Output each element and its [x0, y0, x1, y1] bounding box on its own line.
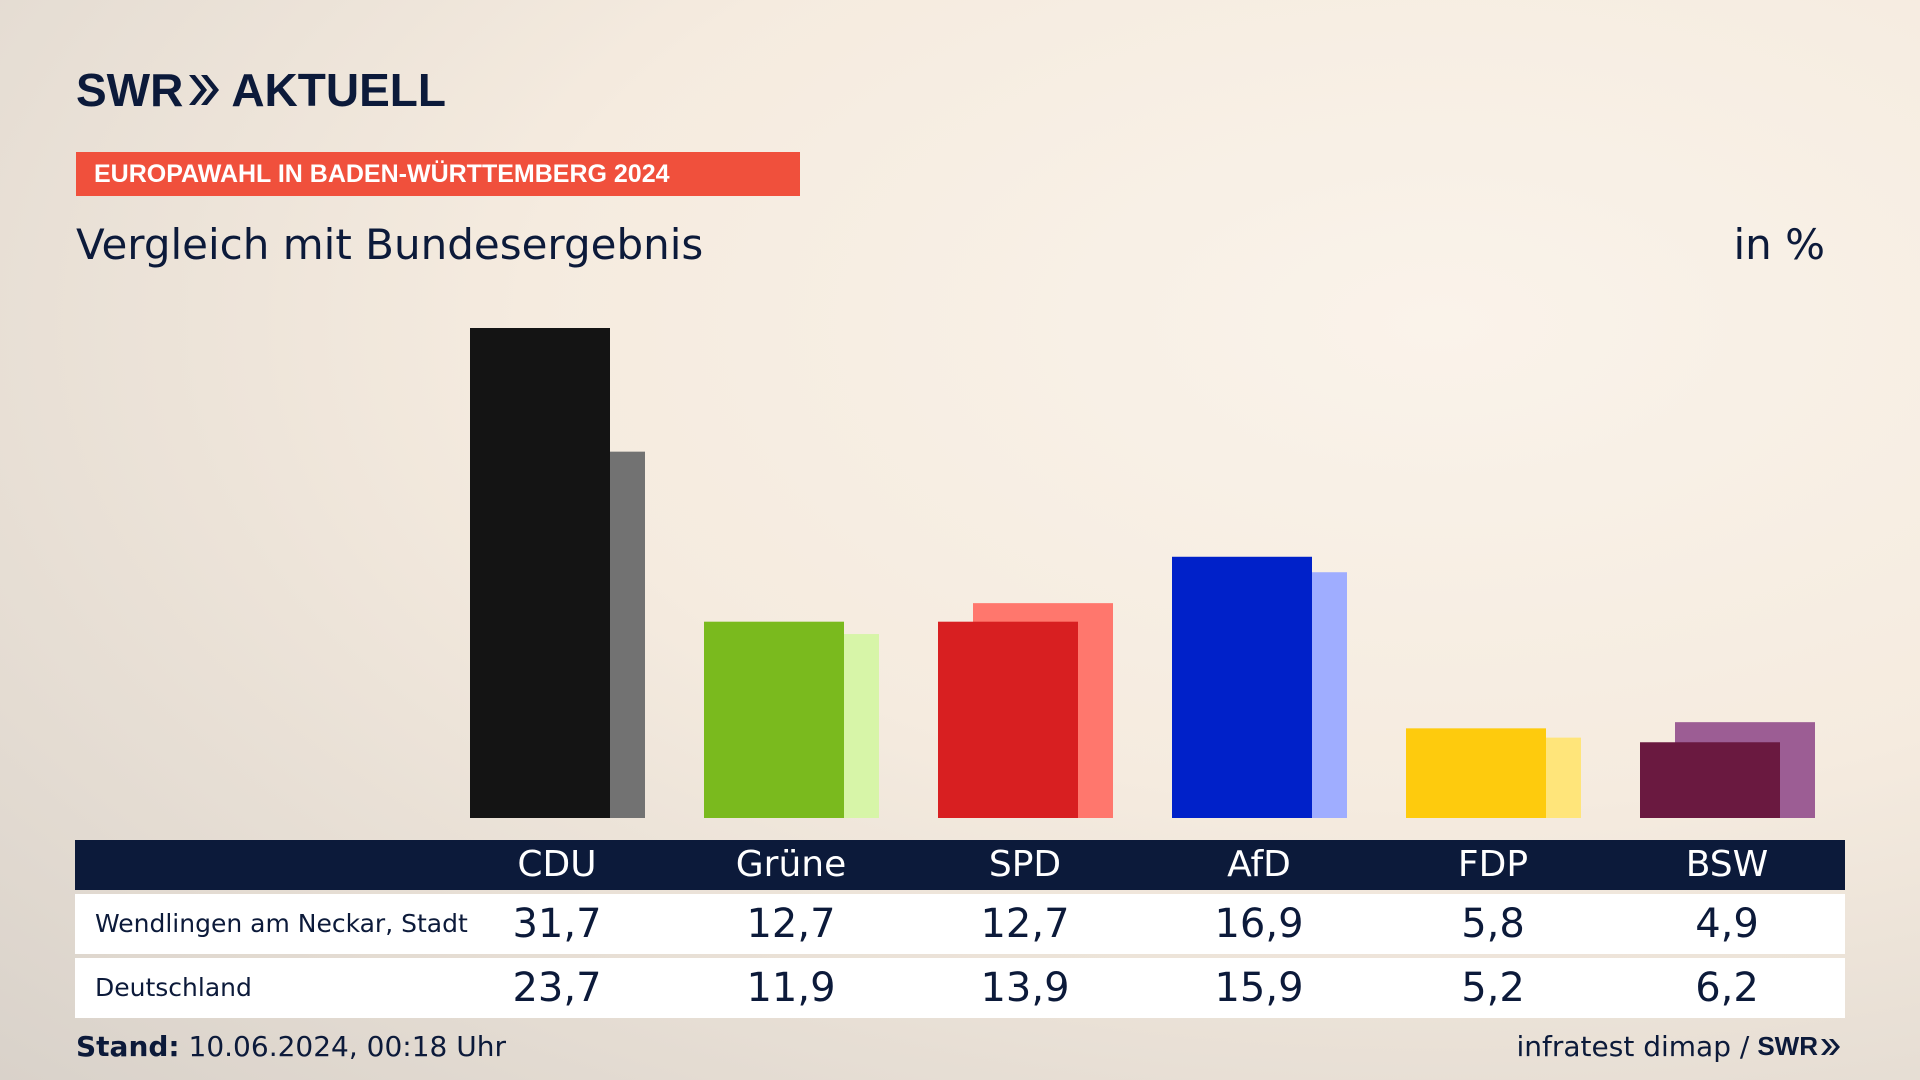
- source-text: infratest dimap /: [1516, 1030, 1750, 1063]
- cell-national-afd: 15,9: [1214, 965, 1304, 1011]
- swr-aktuell-logo: SWR AKTUELL: [76, 66, 446, 114]
- table-header-row: CDU Grüne SPD AfD FDP BSW: [75, 840, 1845, 890]
- bar-local-bsw: [1640, 742, 1780, 818]
- cell-national-fdp: 5,2: [1461, 965, 1525, 1011]
- timestamp-label: Stand:: [76, 1030, 180, 1063]
- double-chevron-icon: [189, 75, 220, 105]
- column-header-fdp: FDP: [1457, 844, 1529, 885]
- column-header-afd: AfD: [1227, 844, 1291, 885]
- table-row-national: Deutschland 23,7 11,9 13,9 15,9 5,2 6,2: [75, 958, 1845, 1018]
- bar-local-spd: [938, 621, 1078, 818]
- column-header-grüne: Grüne: [735, 844, 847, 885]
- row-label-local: Wendlingen am Neckar, Stadt: [95, 909, 468, 938]
- timestamp: Stand: 10.06.2024, 00:18 Uhr: [76, 1030, 506, 1063]
- cell-local-cdu: 31,7: [512, 901, 602, 947]
- cell-local-grüne: 12,7: [746, 901, 836, 947]
- bar-local-fdp: [1406, 728, 1546, 818]
- cell-local-bsw: 4,9: [1695, 901, 1759, 947]
- footer-swr-logo: SWR: [1757, 1031, 1818, 1061]
- bar-local-grüne: [704, 621, 844, 818]
- cell-national-spd: 13,9: [980, 965, 1070, 1011]
- bar-local-afd: [1172, 556, 1312, 818]
- cell-national-grüne: 11,9: [746, 965, 836, 1011]
- chart-subtitle: Vergleich mit Bundesergebnis: [76, 220, 704, 269]
- column-header-spd: SPD: [988, 844, 1062, 885]
- election-badge: EUROPAWAHL IN BADEN-WÜRTTEMBERG 2024: [76, 152, 800, 196]
- logo-swr-text: SWR: [76, 64, 184, 116]
- cell-national-bsw: 6,2: [1695, 965, 1759, 1011]
- logo-aktuell-text: AKTUELL: [231, 64, 446, 116]
- cell-local-spd: 12,7: [980, 901, 1070, 947]
- column-header-cdu: CDU: [517, 844, 597, 885]
- footer-chevron-icon: [1821, 1038, 1840, 1055]
- cell-local-afd: 16,9: [1214, 901, 1304, 947]
- bar-local-cdu: [470, 328, 610, 818]
- cell-national-cdu: 23,7: [512, 965, 602, 1011]
- source-credit: infratest dimap / SWR: [1517, 1030, 1843, 1063]
- cell-local-fdp: 5,8: [1461, 901, 1525, 947]
- timestamp-value: 10.06.2024, 00:18 Uhr: [188, 1030, 506, 1063]
- row-label-national: Deutschland: [95, 973, 252, 1002]
- column-header-bsw: BSW: [1685, 844, 1769, 885]
- unit-label: in %: [1733, 220, 1825, 269]
- results-table: CDU Grüne SPD AfD FDP BSW Wendlingen am Necka…: [75, 840, 1845, 1018]
- table-row-local: Wendlingen am Neckar, Stadt 31,7 12,7 12,7…: [75, 894, 1845, 954]
